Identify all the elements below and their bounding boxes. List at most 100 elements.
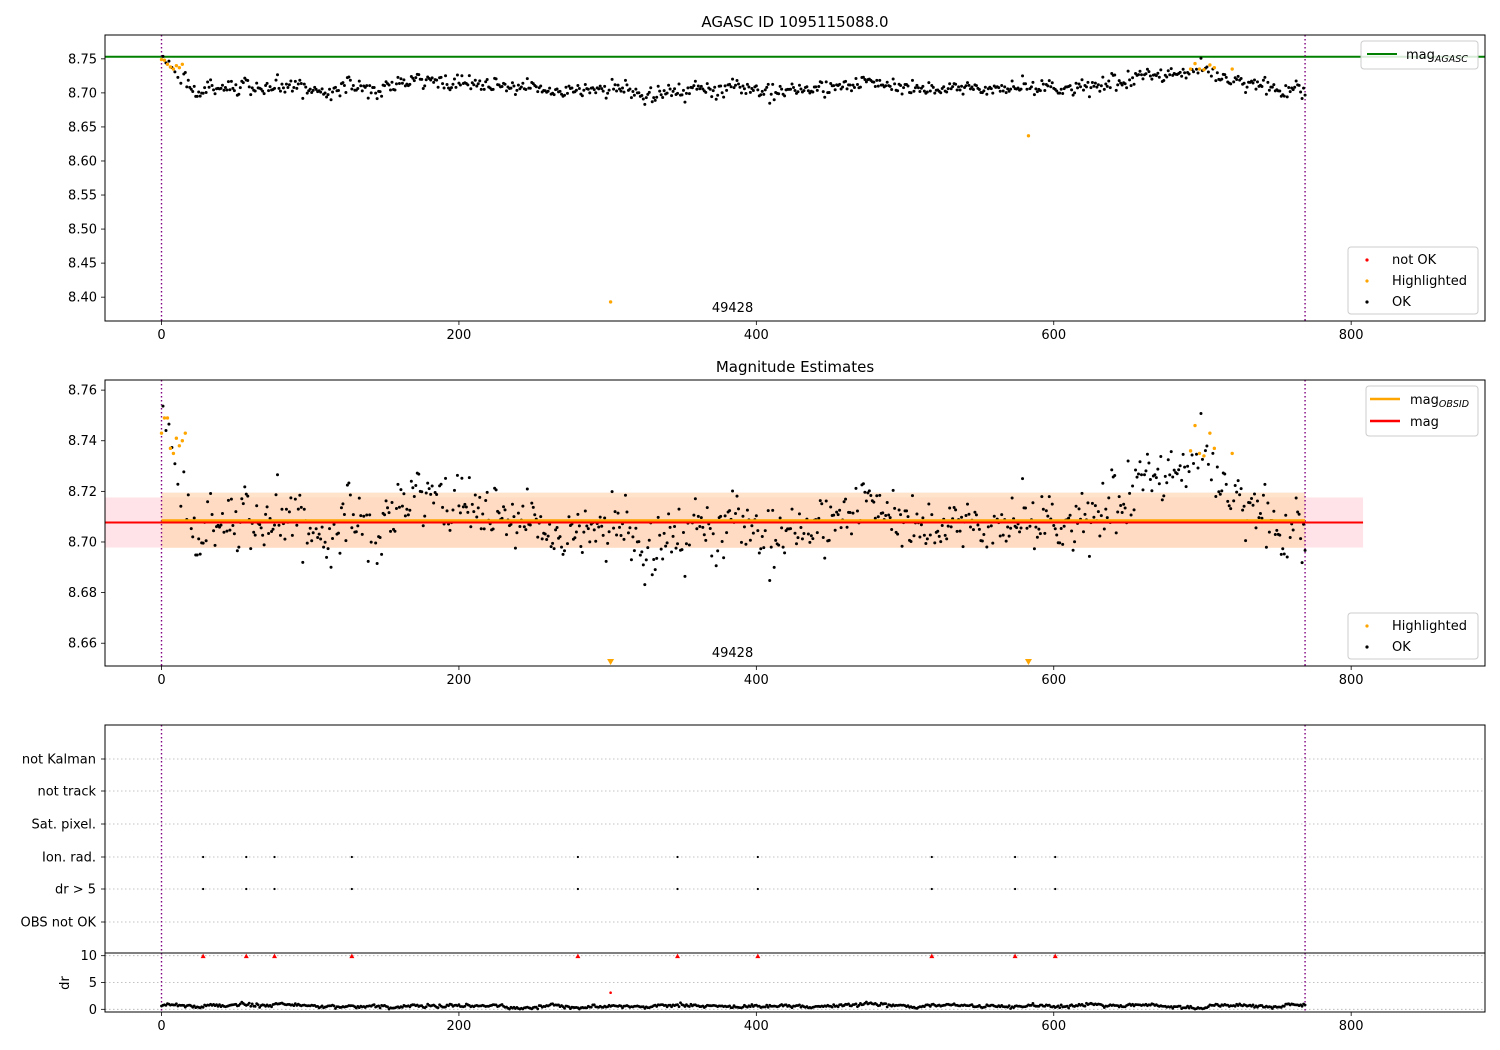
ok-point (1107, 79, 1111, 83)
y-tick-label: 8.40 (68, 291, 97, 306)
flag-point (245, 855, 248, 859)
ok-point (451, 508, 455, 512)
ok-point (986, 525, 990, 529)
ok-point (231, 86, 235, 90)
ok-point (436, 85, 440, 89)
ok-point (198, 94, 202, 98)
ok-point (565, 91, 569, 95)
ok-point (1275, 528, 1279, 532)
ok-point (1206, 462, 1210, 466)
ok-point (1043, 89, 1047, 93)
ok-point (452, 488, 456, 492)
ok-point (928, 533, 932, 537)
ok-point (243, 485, 247, 489)
ok-point (890, 527, 894, 531)
ok-point (1266, 501, 1270, 505)
ok-point (534, 85, 538, 89)
ok-point (1059, 87, 1063, 91)
ok-point (989, 87, 993, 91)
ok-point (1214, 79, 1218, 83)
ok-point (368, 513, 372, 517)
ok-point (1297, 512, 1301, 516)
ok-point (515, 531, 519, 535)
ok-point (760, 535, 764, 539)
ok-point (1284, 84, 1288, 88)
ok-point (722, 95, 726, 99)
dr-point (1233, 1004, 1237, 1008)
ok-point (750, 524, 754, 528)
ok-point (1145, 452, 1149, 456)
ok-point (469, 87, 473, 91)
ok-point (698, 525, 702, 529)
ok-point (1172, 468, 1176, 472)
ok-point (546, 89, 550, 93)
legend-ok-marker-2 (1365, 645, 1369, 649)
ok-point (479, 87, 483, 91)
ok-point (185, 85, 189, 89)
ok-point (1291, 528, 1295, 532)
ok-point (793, 89, 797, 93)
ok-point (189, 87, 193, 91)
dr-point (731, 1006, 734, 1009)
ok-point (356, 87, 360, 91)
ok-point (604, 96, 608, 100)
ok-point (744, 91, 748, 95)
ok-point (818, 499, 822, 503)
ok-point (728, 509, 732, 513)
ok-point (946, 87, 950, 91)
ok-point (815, 88, 819, 92)
ok-point (607, 530, 611, 534)
flag-point (1013, 855, 1017, 859)
ok-point (1138, 460, 1142, 464)
ok-point (693, 497, 697, 501)
ok-point (1019, 87, 1023, 91)
ok-point (203, 86, 207, 90)
ok-point (1169, 450, 1173, 454)
ok-point (1101, 481, 1105, 485)
ok-point (366, 96, 370, 100)
ok-point (728, 82, 732, 86)
ok-point (1293, 85, 1297, 89)
ok-point (732, 86, 736, 90)
ok-point (821, 90, 825, 94)
ok-point (301, 560, 305, 564)
ok-point (258, 523, 262, 527)
flag-point (1054, 887, 1057, 891)
ok-point (1282, 552, 1286, 556)
x-tick-label: 400 (744, 1019, 769, 1034)
ok-point (989, 524, 993, 528)
ok-point (760, 89, 764, 93)
y-tick-label: 8.60 (68, 154, 97, 169)
ok-point (661, 557, 665, 561)
ok-point (610, 490, 614, 494)
ok-point (580, 94, 584, 98)
legend-highlighted-marker-2 (1365, 624, 1369, 628)
y-tick-label: 8.70 (68, 86, 97, 101)
ok-point (250, 86, 254, 90)
ok-point (342, 512, 346, 516)
ok-point (851, 83, 855, 87)
ok-point (387, 511, 391, 515)
ok-point (460, 74, 464, 78)
ok-point (192, 84, 196, 88)
ok-point (1287, 85, 1291, 89)
flag-point (930, 887, 933, 891)
ok-point (878, 78, 882, 82)
ok-point (1195, 452, 1199, 456)
ok-point (734, 512, 738, 516)
ok-point (1093, 81, 1097, 85)
ok-point (925, 90, 929, 94)
ok-point (1266, 80, 1270, 84)
ok-point (482, 87, 486, 91)
dr-point (589, 1005, 593, 1009)
ok-point (778, 516, 782, 520)
ok-point (555, 525, 559, 529)
x-tick-label: 600 (1041, 673, 1066, 688)
ok-point (739, 91, 743, 95)
ok-point (888, 84, 892, 88)
ok-point (1061, 92, 1065, 96)
flag-row-label: dr > 5 (55, 883, 96, 898)
ok-point (619, 89, 623, 93)
ok-point (967, 83, 971, 87)
dr-point (750, 1003, 754, 1006)
